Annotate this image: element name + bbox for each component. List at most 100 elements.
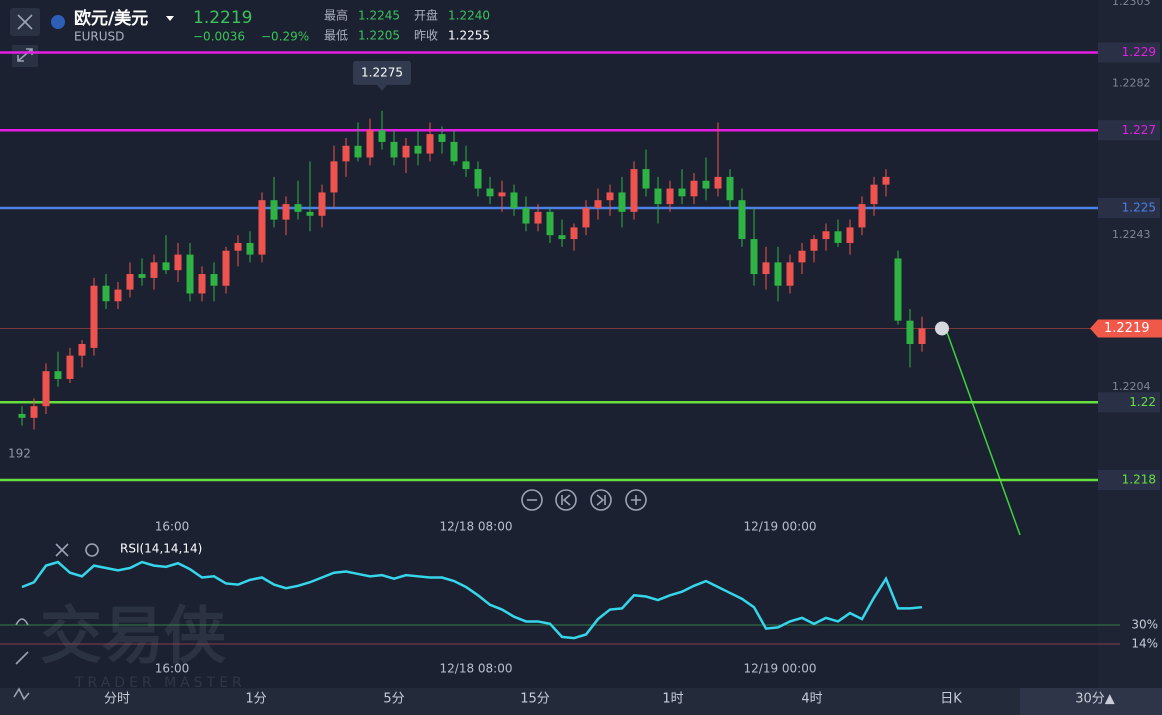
close-button[interactable] [10, 8, 40, 36]
zoom-in[interactable] [625, 489, 647, 511]
level-label: 1.22 [1129, 395, 1156, 409]
stat-label: 昨收 [414, 29, 438, 43]
candle-body [690, 180, 698, 197]
candle-body [150, 262, 158, 278]
candle-body [246, 242, 254, 255]
dropdown-arrow[interactable] [166, 16, 174, 21]
candle-body [438, 134, 446, 142]
candle-body [222, 250, 230, 286]
indicator-icon[interactable] [13, 687, 30, 701]
stat-value: 1.2205 [358, 29, 400, 43]
candle-body [234, 242, 242, 251]
candle-body [834, 231, 842, 243]
candle-body [606, 192, 614, 201]
watermark: 交易侠 [40, 599, 227, 672]
level-tag [1098, 392, 1160, 413]
candle-body [870, 184, 878, 205]
level-label: 1.225 [1122, 200, 1156, 214]
timeframe-tab[interactable]: 1分 [245, 692, 266, 707]
timeframe-tab[interactable]: 5分 [383, 692, 404, 707]
y-tick-label: 1.2282 [1112, 77, 1151, 90]
x-tick-label: 12/18 08:00 [440, 520, 513, 534]
candle-body [78, 344, 86, 356]
candle-body [174, 254, 182, 271]
candle-body [822, 231, 830, 240]
zoom-out[interactable] [521, 489, 543, 511]
level-label: 1.227 [1122, 123, 1156, 137]
next[interactable] [590, 489, 612, 511]
x-tick-label: 16:00 [155, 520, 190, 534]
draw-icon[interactable] [15, 651, 29, 665]
tab-active-bg [1020, 688, 1162, 715]
candle-body [54, 371, 62, 379]
candle-body [186, 254, 194, 294]
candle-body [594, 200, 602, 208]
candle-body [42, 371, 50, 407]
rsi-x-label: 16:00 [155, 662, 190, 676]
stat-label: 开盘 [414, 8, 438, 23]
candle-body [18, 413, 26, 418]
price: 1.2219 [193, 8, 252, 28]
candle-body [762, 262, 770, 275]
candle-body [330, 161, 338, 193]
candle-body [642, 169, 650, 189]
candle-body [786, 262, 794, 286]
rsi-x-label: 12/19 00:00 [744, 662, 817, 676]
candle-body [474, 169, 482, 189]
candle-body [342, 145, 350, 162]
timeframe-tab[interactable]: 30分▲ [1075, 692, 1115, 707]
y-tick-label: 1.2303 [1112, 0, 1151, 8]
timeframe-tab[interactable]: 1时 [662, 692, 683, 707]
candle-body [558, 235, 566, 240]
timeframe-tab[interactable]: 4时 [801, 692, 822, 707]
timeframe-tab[interactable]: 分时 [104, 692, 130, 707]
candle-body [450, 141, 458, 162]
current-price-tag [1090, 319, 1162, 338]
x-tick-label: 12/19 00:00 [744, 520, 817, 534]
candle-body [666, 188, 674, 205]
candle-body [498, 192, 506, 197]
trend-line[interactable] [943, 323, 1021, 536]
tab-bar [0, 688, 1162, 715]
stat-value: 1.2245 [358, 9, 400, 23]
candle-body [414, 145, 422, 154]
candle-body [462, 161, 470, 170]
candle-body [654, 188, 662, 205]
candle-body [882, 176, 890, 185]
level-tag [1098, 197, 1160, 218]
candle-body [798, 250, 806, 263]
candle-body [318, 192, 326, 216]
tool-icon[interactable] [15, 618, 29, 626]
timeframe-tab[interactable]: 15分 [520, 692, 550, 707]
candle-body [858, 204, 866, 228]
candle-body [630, 169, 638, 212]
candle-body [114, 289, 122, 302]
rsi-close[interactable] [55, 543, 69, 557]
candle-body [402, 145, 410, 158]
rsi-tick-label: 30% [1131, 618, 1158, 632]
candle-body [138, 274, 146, 278]
max-marker-box [353, 60, 411, 85]
candle-body [102, 285, 110, 302]
candle-body [750, 239, 758, 275]
candle-body [426, 134, 434, 154]
prev[interactable] [555, 489, 577, 511]
candle-body [582, 207, 590, 228]
symbol-name[interactable]: 欧元/美元 [74, 8, 148, 29]
candle-body [702, 180, 710, 189]
candle-body [294, 204, 302, 212]
left-axis-label: 192 [8, 447, 31, 461]
candle-body [906, 320, 914, 344]
timeframe-tab[interactable]: 日K [940, 692, 962, 707]
candle-body [210, 274, 218, 286]
rsi-settings[interactable] [85, 543, 99, 557]
level-tag [1098, 42, 1160, 63]
stat-label: 最高 [324, 8, 348, 23]
alert-dot[interactable] [935, 321, 949, 336]
candle-body [126, 274, 134, 290]
expand-button[interactable] [12, 45, 38, 67]
level-tag [1098, 470, 1160, 491]
candle-body [918, 328, 926, 344]
